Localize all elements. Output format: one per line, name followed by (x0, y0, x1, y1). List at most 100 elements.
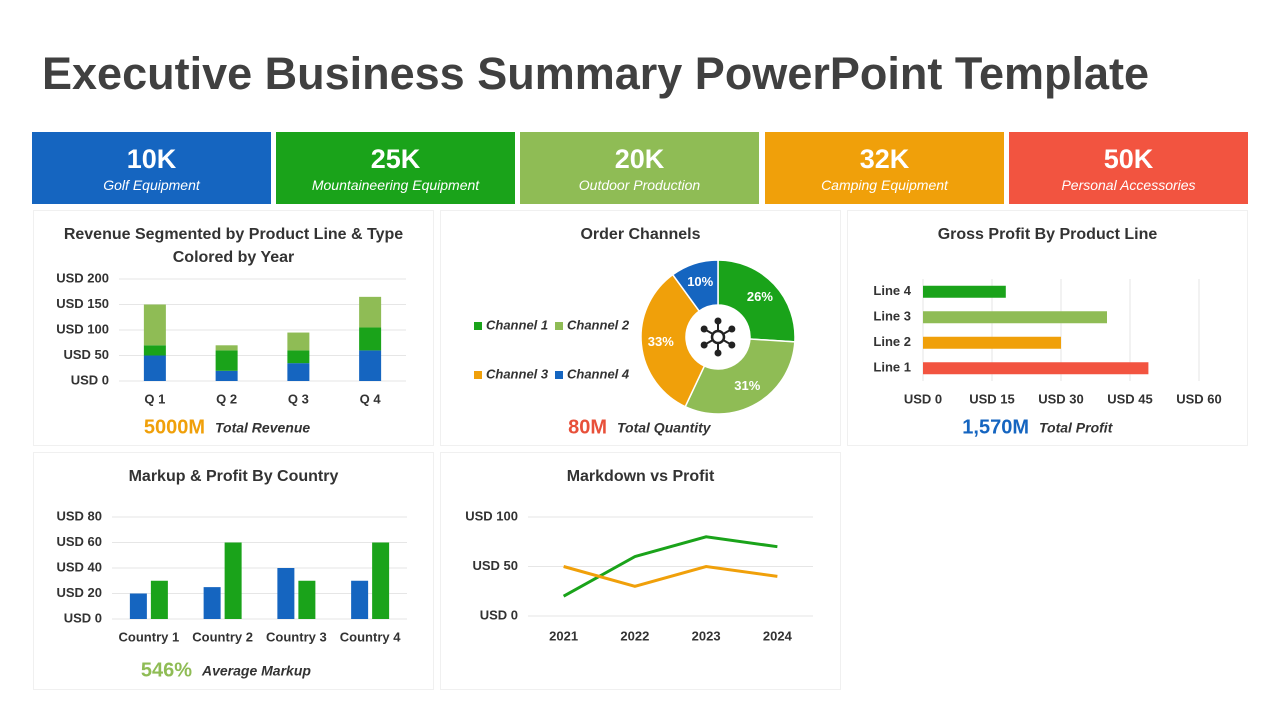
chart-title: Gross Profit By Product Line (937, 226, 1158, 243)
kpi-value: 32K (859, 144, 910, 174)
kpi-card: 50K Personal Accessories (1009, 132, 1248, 204)
chart-title: Markup & Profit By Country (128, 468, 339, 485)
kpi-value: 10K (126, 144, 177, 174)
kpi-card: 32K Camping Equipment (765, 132, 1004, 204)
legend-label: Channel 2 (567, 317, 630, 332)
icon-node (714, 317, 722, 325)
chart-title: Markdown vs Profit (566, 468, 715, 485)
bar (351, 580, 369, 619)
x-tick-label: USD 30 (1038, 391, 1084, 406)
bar-segment (287, 363, 310, 381)
icon-node (714, 349, 722, 357)
x-tick-label: USD 45 (1107, 391, 1153, 406)
kpi-label: Golf Equipment (103, 177, 200, 193)
x-tick-label: 2023 (692, 628, 721, 643)
line-series (563, 564, 778, 588)
y-tick-label: USD 0 (71, 372, 109, 387)
icon-hub (710, 329, 726, 345)
chart-title: Revenue Segmented by Product Line & Type… (63, 226, 404, 266)
pie-slice (684, 338, 796, 415)
x-tick-label: Country 1 (119, 629, 180, 644)
bar-segment (143, 345, 166, 356)
x-tick-label: 2021 (549, 628, 578, 643)
bar (224, 542, 242, 619)
x-tick-label: Country 4 (340, 629, 401, 644)
summary-value: 546% (141, 659, 192, 681)
chart: 26% 31% 33% 10% Channel 1 Channel 2 Channel 3 C… (474, 259, 796, 438)
y-tick-label: USD 60 (56, 534, 102, 549)
chart-panel: 26% 31% 33% 10% Channel 1 Channel 2 Channel 3 C… (440, 210, 841, 446)
icon-node (700, 325, 708, 333)
data-label: 31% (734, 378, 760, 393)
kpi-label: Mountaineering Equipment (311, 177, 480, 193)
y-tick-label: Line 4 (873, 283, 911, 298)
bar (923, 362, 1149, 375)
data-label: 10% (687, 274, 713, 289)
kpi-card: 10K Golf Equipment (32, 132, 271, 204)
y-tick-label: USD 50 (472, 558, 518, 573)
y-tick-label: USD 150 (56, 296, 109, 311)
bar-segment (143, 304, 166, 346)
icon-node (700, 341, 708, 349)
summary-value: 80M (568, 416, 607, 438)
chart-panel: USD 0 USD 50 USD 100 USD 150 USD 200 Q 1 Q 2 Q … (33, 210, 434, 446)
chart-panel: USD 0 USD 20 USD 40 USD 60 USD 80 Country 1 Co… (33, 452, 434, 690)
kpi-value: 50K (1103, 144, 1154, 174)
chart: USD 0 USD 50 USD 100 2021 2022 2023 2024 (465, 508, 813, 643)
x-tick-label: Country 2 (192, 629, 253, 644)
kpi-card: 25K Mountaineering Equipment (276, 132, 515, 204)
chart: USD 0 USD 20 USD 40 USD 60 USD 80 Country 1 Co… (56, 508, 407, 681)
x-tick-label: USD 60 (1176, 391, 1222, 406)
chart-panel: USD 0 USD 15 USD 30 USD 45 USD 60 Line 1 Line … (847, 210, 1248, 446)
page-title: Executive Business Summary PowerPoint Te… (42, 48, 1150, 99)
y-tick-label: USD 40 (56, 559, 102, 574)
chart-panel: USD 0 USD 50 USD 100 2021 2022 2023 2024 Markdo… (440, 452, 841, 690)
x-tick-label: 2024 (763, 628, 793, 643)
icon-node (728, 341, 736, 349)
legend-label: Channel 1 (486, 317, 548, 332)
bar (129, 593, 147, 619)
x-tick-label: 2022 (620, 628, 649, 643)
bar-segment (215, 350, 238, 371)
summary-label: Total Quantity (617, 420, 712, 436)
y-tick-label: Line 3 (873, 309, 911, 324)
y-tick-label: USD 100 (465, 508, 518, 523)
summary-label: Total Profit (1039, 420, 1114, 436)
summary-label: Total Revenue (215, 420, 310, 436)
bar-segment (287, 332, 310, 351)
pie-slice (640, 273, 706, 408)
legend-swatch (555, 322, 563, 330)
kpi-label: Personal Accessories (1061, 177, 1196, 193)
y-tick-label: USD 0 (64, 610, 102, 625)
bar (298, 580, 316, 619)
y-tick-label: Line 2 (873, 334, 911, 349)
y-tick-label: USD 100 (56, 321, 109, 336)
data-label: 33% (648, 334, 674, 349)
legend-swatch (474, 371, 482, 379)
data-label: 26% (747, 289, 773, 304)
legend-swatch (474, 322, 482, 330)
x-tick-label: USD 0 (904, 391, 942, 406)
x-tick-label: Country 3 (266, 629, 327, 644)
bar-segment (359, 327, 382, 351)
bar-segment (143, 355, 166, 381)
summary-value: 1,570M (962, 416, 1029, 438)
y-tick-label: USD 200 (56, 270, 109, 285)
legend-label: Channel 3 (486, 366, 549, 381)
bar (203, 587, 221, 619)
x-tick-label: Q 2 (216, 391, 237, 406)
legend-label: Channel 4 (567, 366, 630, 381)
x-tick-label: Q 4 (360, 391, 382, 406)
bar (277, 568, 295, 619)
bar-segment (287, 350, 310, 364)
kpi-label: Camping Equipment (821, 177, 948, 193)
y-tick-label: USD 50 (63, 347, 109, 362)
pie-slice (717, 259, 796, 343)
x-tick-label: Q 1 (144, 391, 165, 406)
y-tick-label: USD 80 (56, 508, 102, 523)
pie-slice (671, 259, 719, 313)
kpi-value: 20K (614, 144, 665, 174)
y-tick-label: Line 1 (873, 360, 911, 375)
bar-segment (359, 296, 382, 328)
